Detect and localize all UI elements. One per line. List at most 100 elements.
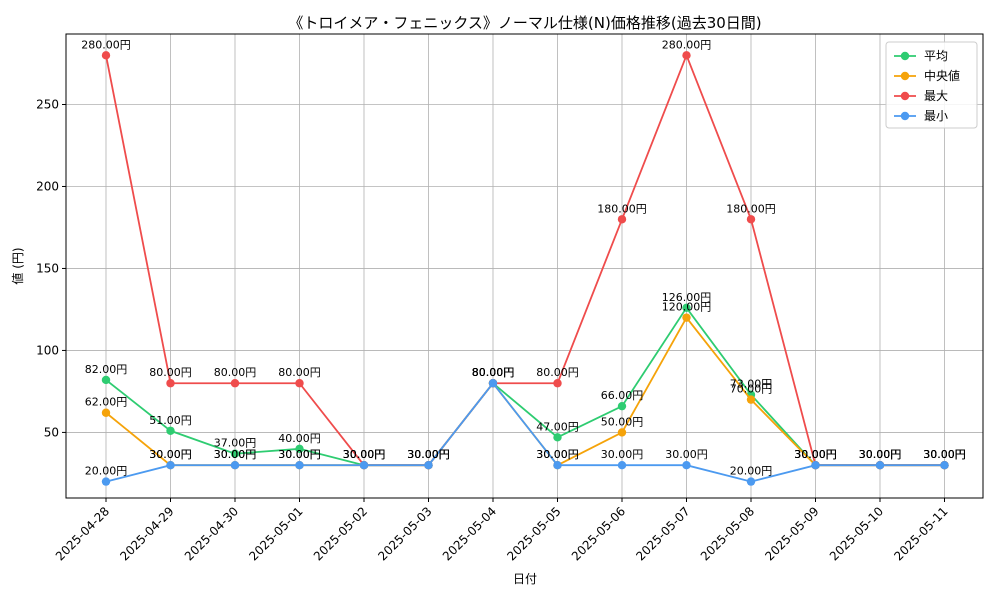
data-label-1-10: 70.00円 bbox=[730, 383, 773, 396]
data-label-1-0: 62.00円 bbox=[85, 396, 128, 409]
data-label-2-10: 180.00円 bbox=[726, 202, 776, 215]
legend-marker-2 bbox=[900, 91, 910, 101]
legend-marker-3 bbox=[900, 111, 910, 121]
legend-frame bbox=[885, 41, 978, 129]
data-point-3-12 bbox=[875, 461, 885, 470]
data-point-3-2 bbox=[230, 461, 240, 470]
data-label-3-12: 30.00円 bbox=[859, 448, 902, 461]
x-tick-label: 2025-05-02 bbox=[311, 504, 370, 563]
legend-entry-0: 平均 bbox=[924, 49, 948, 63]
data-label-2-4: 30.00円 bbox=[343, 448, 386, 461]
data-label-0-3: 40.00円 bbox=[278, 432, 321, 445]
data-label-2-3: 80.00円 bbox=[278, 366, 321, 379]
data-label-1-13: 30.00円 bbox=[923, 448, 966, 461]
data-label-2-5: 30.00円 bbox=[407, 448, 450, 461]
data-point-2-1 bbox=[166, 379, 175, 388]
data-label-0-1: 51.00円 bbox=[149, 414, 192, 427]
data-label-3-6: 80.00円 bbox=[472, 366, 515, 379]
x-tick-label: 2025-05-08 bbox=[698, 504, 757, 563]
x-tick-label: 2025-05-07 bbox=[633, 504, 692, 563]
series-line-3 bbox=[105, 381, 945, 483]
data-label-1-1: 30.00円 bbox=[149, 448, 192, 461]
data-label-1-3: 30.00円 bbox=[278, 448, 321, 461]
x-tick-label: 2025-04-28 bbox=[53, 504, 112, 563]
plot-area-frame bbox=[65, 33, 984, 499]
y-tick-label: 150 bbox=[36, 261, 59, 275]
series-lines bbox=[101, 51, 949, 486]
x-tick-label: 2025-04-30 bbox=[182, 504, 241, 563]
legend-marker-1 bbox=[900, 71, 910, 81]
data-point-2-3 bbox=[295, 379, 304, 388]
legend-entry-3: 最小 bbox=[924, 109, 948, 123]
data-label-0-5: 30.00円 bbox=[407, 448, 450, 461]
data-label-3-10: 20.00円 bbox=[730, 465, 773, 478]
data-label-3-11: 30.00円 bbox=[794, 448, 837, 461]
data-label-3-3: 30.00円 bbox=[278, 448, 321, 461]
x-tick-label: 2025-05-01 bbox=[246, 504, 305, 563]
data-label-2-11: 30.00円 bbox=[794, 448, 837, 461]
data-point-1-0 bbox=[101, 408, 111, 417]
legend-entry-1: 中央値 bbox=[924, 68, 960, 83]
x-tick-label: 2025-05-03 bbox=[375, 504, 434, 563]
y-axis-label: 値 (円) bbox=[10, 247, 25, 284]
y-tick-label: 200 bbox=[36, 179, 59, 193]
x-tick-label: 2025-05-09 bbox=[762, 504, 821, 563]
data-label-3-1: 30.00円 bbox=[149, 448, 192, 461]
data-label-0-8: 66.00円 bbox=[601, 389, 644, 402]
data-label-1-7: 30.00円 bbox=[536, 448, 579, 461]
y-axis-ticks: 50 100 150 200 250 bbox=[36, 98, 66, 439]
legend-entry-2: 最大 bbox=[924, 89, 948, 103]
data-point-1-9 bbox=[682, 313, 691, 322]
data-label-2-7: 80.00円 bbox=[536, 366, 579, 379]
x-axis-label: 日付 bbox=[513, 572, 537, 586]
data-point-3-5 bbox=[424, 461, 433, 470]
data-label-0-10: 73.00円 bbox=[730, 378, 773, 391]
data-label-2-6: 80.00円 bbox=[472, 366, 515, 379]
data-label-0-2: 37.00円 bbox=[214, 437, 257, 450]
data-label-0-0: 82.00円 bbox=[85, 363, 128, 376]
data-label-3-5: 30.00円 bbox=[407, 448, 450, 461]
series-line-2 bbox=[105, 52, 945, 467]
data-label-2-12: 30.00円 bbox=[859, 448, 902, 461]
data-label-1-5: 30.00円 bbox=[407, 448, 450, 461]
x-tick-label: 2025-05-06 bbox=[569, 504, 628, 563]
data-label-3-9: 30.00円 bbox=[665, 448, 708, 461]
data-point-0-0 bbox=[101, 375, 111, 385]
grid-lines bbox=[66, 34, 983, 498]
data-point-2-2 bbox=[230, 379, 240, 388]
data-label-0-9: 126.00円 bbox=[662, 291, 712, 304]
data-point-3-8 bbox=[617, 461, 627, 470]
x-tick-label: 2025-05-04 bbox=[440, 504, 499, 563]
x-tick-label: 2025-04-29 bbox=[117, 504, 176, 563]
data-point-3-10 bbox=[746, 477, 756, 486]
data-point-3-0 bbox=[101, 477, 111, 486]
data-label-3-7: 30.00円 bbox=[536, 448, 579, 461]
data-label-2-9: 280.00円 bbox=[662, 38, 712, 51]
y-tick-label: 100 bbox=[36, 343, 59, 357]
data-point-2-7 bbox=[553, 379, 562, 388]
data-point-3-4 bbox=[359, 461, 369, 470]
data-label-2-13: 30.00円 bbox=[923, 448, 966, 461]
x-tick-label: 2025-05-05 bbox=[504, 504, 563, 563]
data-point-2-8 bbox=[617, 215, 627, 224]
data-point-0-8 bbox=[617, 401, 627, 411]
data-point-3-1 bbox=[166, 461, 175, 470]
data-label-3-2: 30.00円 bbox=[214, 448, 257, 461]
data-label-0-12: 30.00円 bbox=[859, 448, 902, 461]
x-axis-ticks: 2025-04-28 2025-04-29 2025-04-30 2025-05-01… bbox=[53, 498, 951, 563]
data-label-3-4: 30.00円 bbox=[343, 448, 386, 461]
data-point-1-10 bbox=[746, 395, 756, 404]
data-label-0-6: 80.00円 bbox=[472, 366, 515, 379]
data-label-1-12: 30.00円 bbox=[859, 448, 902, 461]
data-label-0-7: 47.00円 bbox=[536, 420, 579, 433]
data-point-3-11 bbox=[811, 461, 820, 470]
data-point-3-3 bbox=[295, 461, 304, 470]
x-tick-label: 2025-05-10 bbox=[827, 504, 886, 563]
data-label-0-11: 30.00円 bbox=[794, 448, 837, 461]
y-tick-label: 50 bbox=[44, 425, 59, 439]
data-point-1-8 bbox=[617, 428, 627, 437]
data-point-2-9 bbox=[682, 51, 691, 60]
data-label-2-2: 80.00円 bbox=[214, 366, 257, 379]
y-tick-label: 250 bbox=[36, 98, 59, 112]
